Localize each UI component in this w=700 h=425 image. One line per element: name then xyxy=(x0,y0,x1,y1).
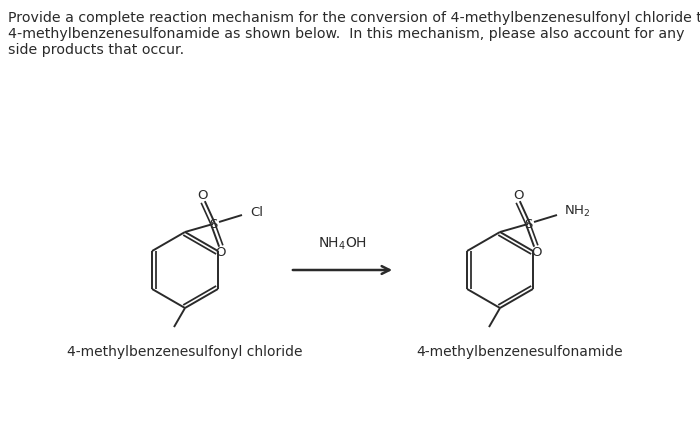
Text: Cl: Cl xyxy=(250,206,263,218)
Text: O: O xyxy=(512,189,524,201)
Text: NH$_2$: NH$_2$ xyxy=(564,204,590,218)
Text: O: O xyxy=(531,246,541,260)
Text: S: S xyxy=(209,218,217,230)
Text: NH$_4$OH: NH$_4$OH xyxy=(318,235,367,252)
Text: 4-methylbenzenesulfonamide: 4-methylbenzenesulfonamide xyxy=(416,345,623,359)
Text: O: O xyxy=(216,246,226,260)
Text: 4-methylbenzenesulfonyl chloride: 4-methylbenzenesulfonyl chloride xyxy=(67,345,302,359)
Text: S: S xyxy=(524,218,532,230)
Text: O: O xyxy=(197,189,209,201)
Text: Provide a complete reaction mechanism for the conversion of 4-methylbenzenesulfo: Provide a complete reaction mechanism fo… xyxy=(8,11,700,57)
